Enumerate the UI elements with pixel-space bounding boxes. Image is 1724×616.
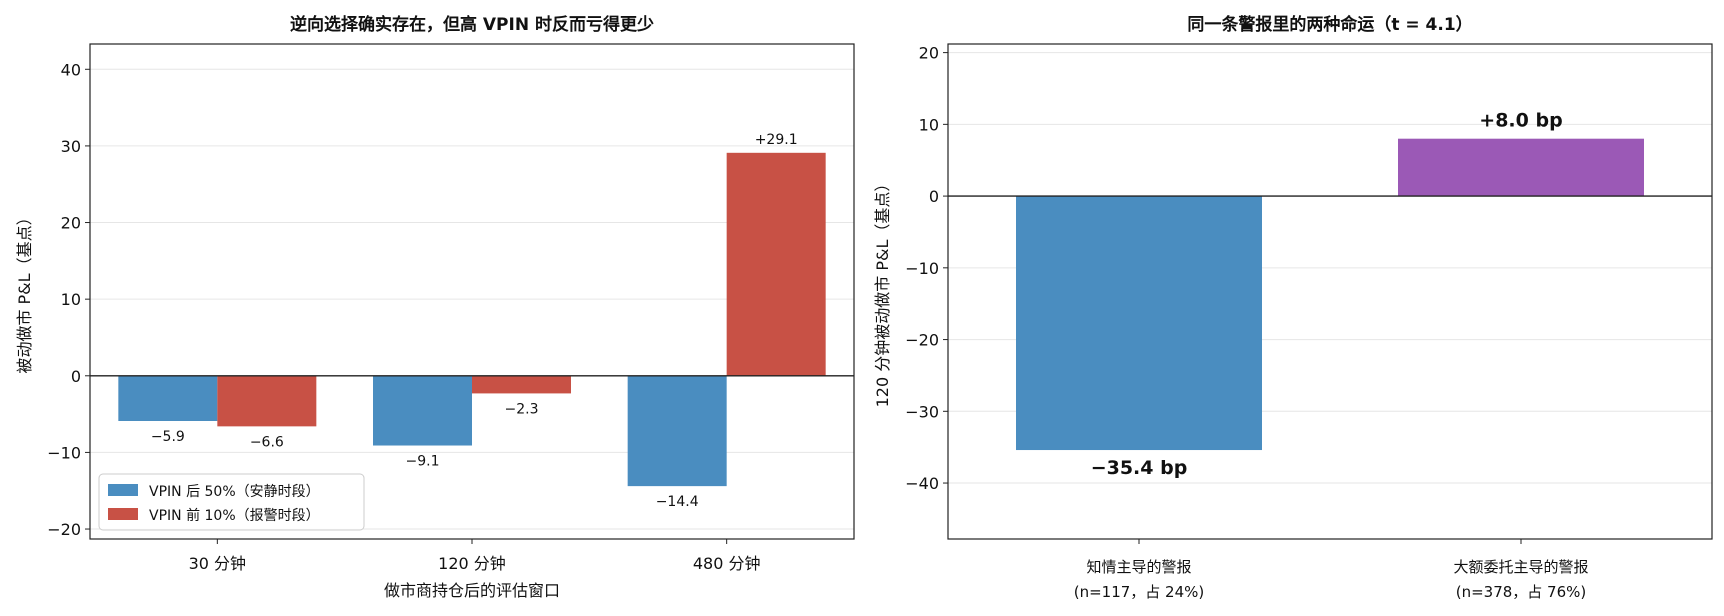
right-ytick-label: 20: [919, 44, 939, 63]
legend-box: [98, 473, 365, 531]
right-chart: −35.4 bp 知情主导的警报 (n=117，占 24%) +8.0 bp 大额委托主…: [873, 14, 1713, 601]
fate-data-label-0: −35.4 bp: [1091, 457, 1188, 479]
legend-label-quiet: VPIN 后 50%（安静时段）: [149, 484, 320, 500]
left-xtick-label: 120 分钟: [438, 554, 506, 573]
right-ytick-label: −10: [905, 259, 939, 278]
bar-quiet-0: [118, 375, 218, 421]
left-ytick-label: 30: [61, 137, 81, 156]
right-xtick-label-line2: (n=117，占 24%): [1074, 583, 1205, 601]
left-title: 逆向选择确实存在，但高 VPIN 时反而亏得更少: [290, 14, 654, 35]
data-label-alarm-1: −2.3: [505, 401, 539, 417]
left-ytick-label: 10: [61, 290, 81, 309]
data-label-alarm-0: −6.6: [250, 434, 284, 450]
data-label-quiet-2: −14.4: [656, 494, 699, 510]
legend-swatch-alarm: [108, 508, 138, 520]
left-plot-frame: [89, 43, 855, 540]
legend-label-alarm: VPIN 前 10%（报警时段）: [149, 507, 320, 524]
right-ytick-label: 0: [929, 187, 939, 206]
fate-bar-0: [1016, 196, 1262, 451]
right-ytick-label: −20: [905, 331, 939, 350]
right-xtick-label-line1: 大额委托主导的警报: [1453, 558, 1588, 576]
data-label-alarm-2: +29.1: [755, 132, 798, 148]
left-y-axis-label: 被动做市 P&L（基点）: [15, 209, 34, 373]
legend: VPIN 后 50%（安静时段） VPIN 前 10%（报警时段）: [98, 473, 365, 531]
right-xtick-label-line2: (n=378，占 76%): [1456, 583, 1587, 601]
data-label-quiet-1: −9.1: [406, 454, 440, 470]
left-xtick-label: 30 分钟: [189, 554, 246, 573]
legend-swatch-quiet: [108, 484, 138, 496]
right-y-axis-label: 120 分钟被动做市 P&L（基点）: [873, 176, 892, 408]
bar-quiet-1: [373, 375, 472, 446]
bar-alarm-1: [472, 375, 571, 394]
left-ytick-label: −10: [47, 443, 81, 462]
left-ytick-label: −20: [47, 520, 81, 539]
data-label-quiet-0: −5.9: [151, 429, 185, 445]
left-ytick-label: 20: [61, 214, 81, 233]
right-title: 同一条警报里的两种命运（t = 4.1）: [1187, 14, 1472, 35]
left-xtick-label: 480 分钟: [693, 554, 761, 573]
right-ytick-label: −30: [905, 402, 939, 421]
left-x-axis-label: 做市商持仓后的评估窗口: [384, 581, 560, 600]
left-ytick-label: 40: [61, 60, 81, 79]
bar-alarm-2: [726, 152, 826, 376]
right-xtick-label-line1: 知情主导的警报: [1086, 558, 1191, 576]
left-chart: −5.9 −6.6 30 分钟 −9.1 −2.3 120 分钟 −14.4 +29.1 480…: [15, 14, 855, 600]
bar-quiet-2: [627, 375, 727, 487]
right-ytick-label: −40: [905, 474, 939, 493]
bar-alarm-0: [217, 375, 317, 427]
fate-data-label-1: +8.0 bp: [1479, 110, 1562, 132]
left-ytick-label: 0: [71, 367, 81, 386]
right-ytick-label: 10: [919, 115, 939, 134]
fate-bar-1: [1398, 138, 1644, 197]
right-plot-frame: [947, 43, 1713, 540]
